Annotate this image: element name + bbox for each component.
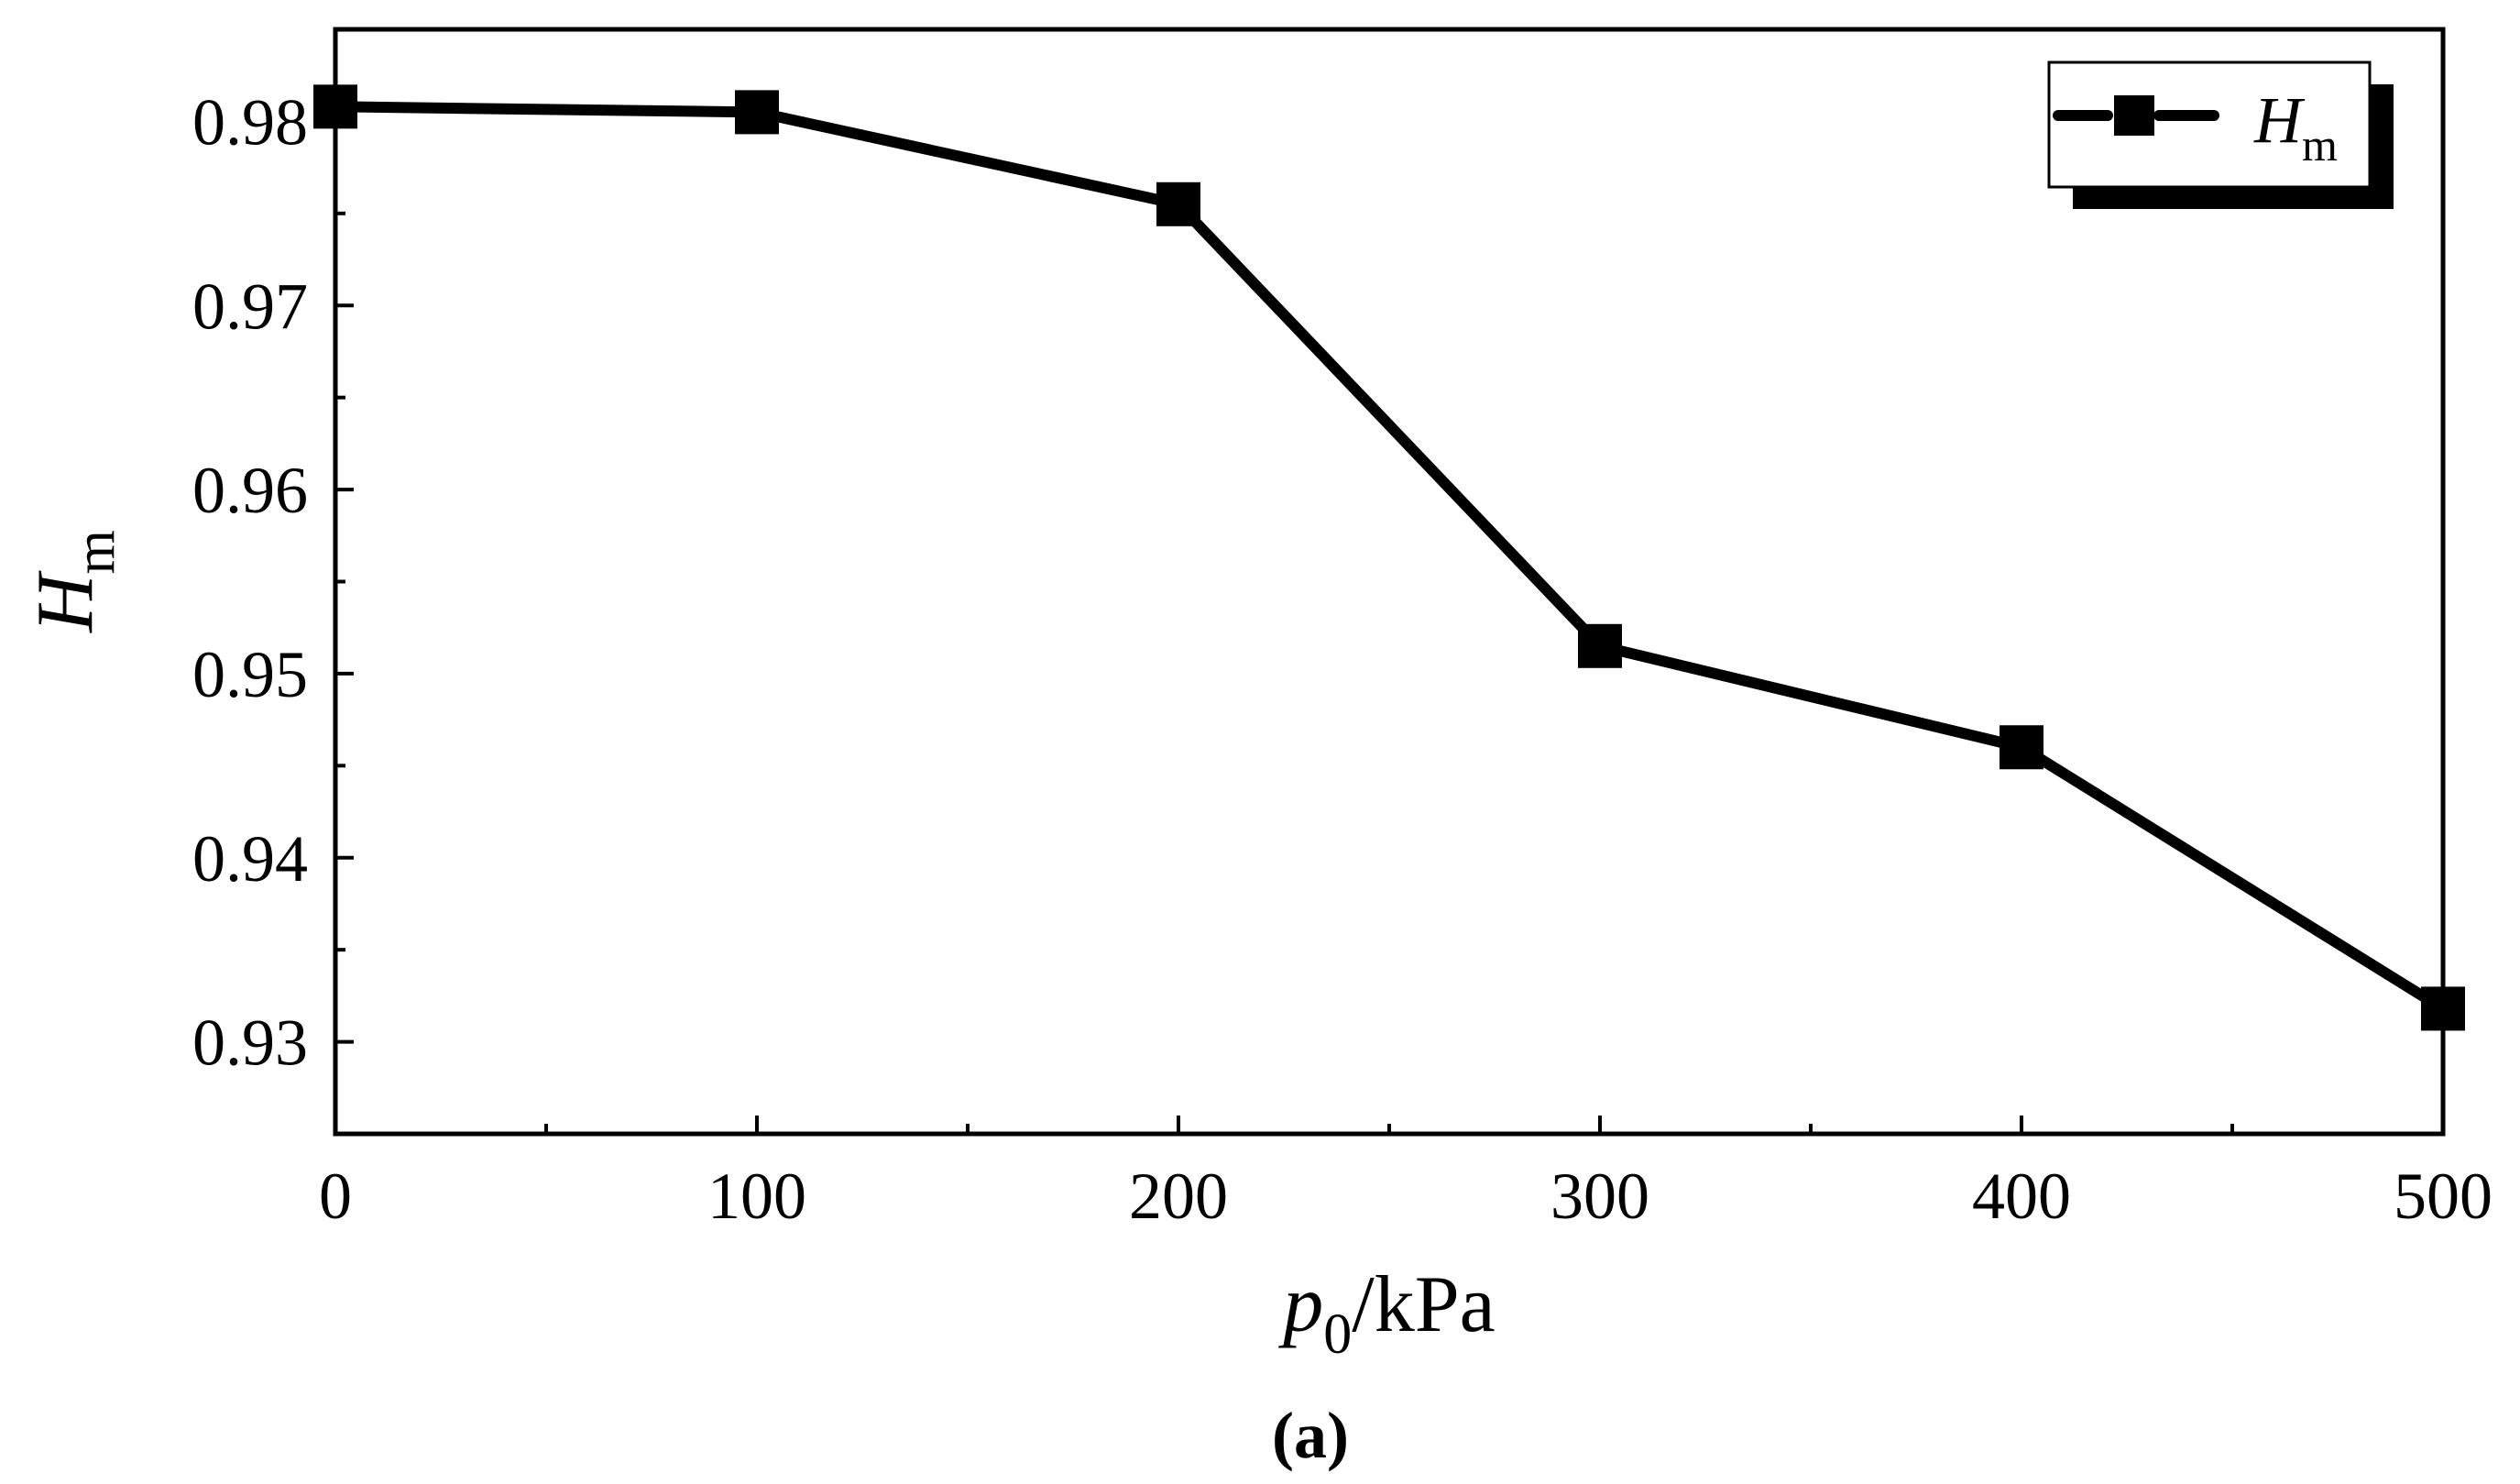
series-line [334,101,2447,1014]
series-polyline [334,101,2447,1014]
major-ticks [334,119,2445,1134]
data-point-marker [2000,725,2043,770]
y-tick-label: 0.96 [192,454,308,527]
y-tick-label: 0.93 [192,1006,308,1080]
legend-box [2047,60,2372,189]
series-markers [313,84,2465,1031]
data-point-marker [313,84,357,129]
x-tick-label: 100 [707,1160,806,1233]
y-tick-label: 0.98 [192,85,308,159]
x-tick-label: 0 [319,1160,352,1233]
x-axis-title: p0/kPa [1277,1260,1495,1366]
x-tick-label: 300 [1550,1160,1649,1233]
minor-ticks [335,27,2234,1134]
legend: Hm [2047,60,2394,209]
y-tick-label: 0.97 [192,269,308,343]
data-point-marker [735,90,779,135]
y-tick-label: 0.94 [192,822,308,896]
data-point-marker [2421,986,2465,1031]
y-axis-title: Hm [21,530,126,633]
data-point-marker [1578,623,1622,668]
x-tick-labels: 0 100 200 300 400 500 [319,1160,2493,1233]
legend-marker [2114,95,2154,136]
figure-caption: (a) [1272,1399,1349,1472]
y-tick-labels: 0.93 0.94 0.95 0.96 0.97 0.98 [192,85,308,1079]
x-tick-label: 500 [2394,1160,2493,1233]
legend-label: Hm [2253,83,2338,170]
x-tick-label: 200 [1129,1160,1228,1233]
y-tick-label: 0.95 [192,638,308,711]
x-tick-label: 400 [1972,1160,2071,1233]
data-point-marker [1156,181,1200,226]
